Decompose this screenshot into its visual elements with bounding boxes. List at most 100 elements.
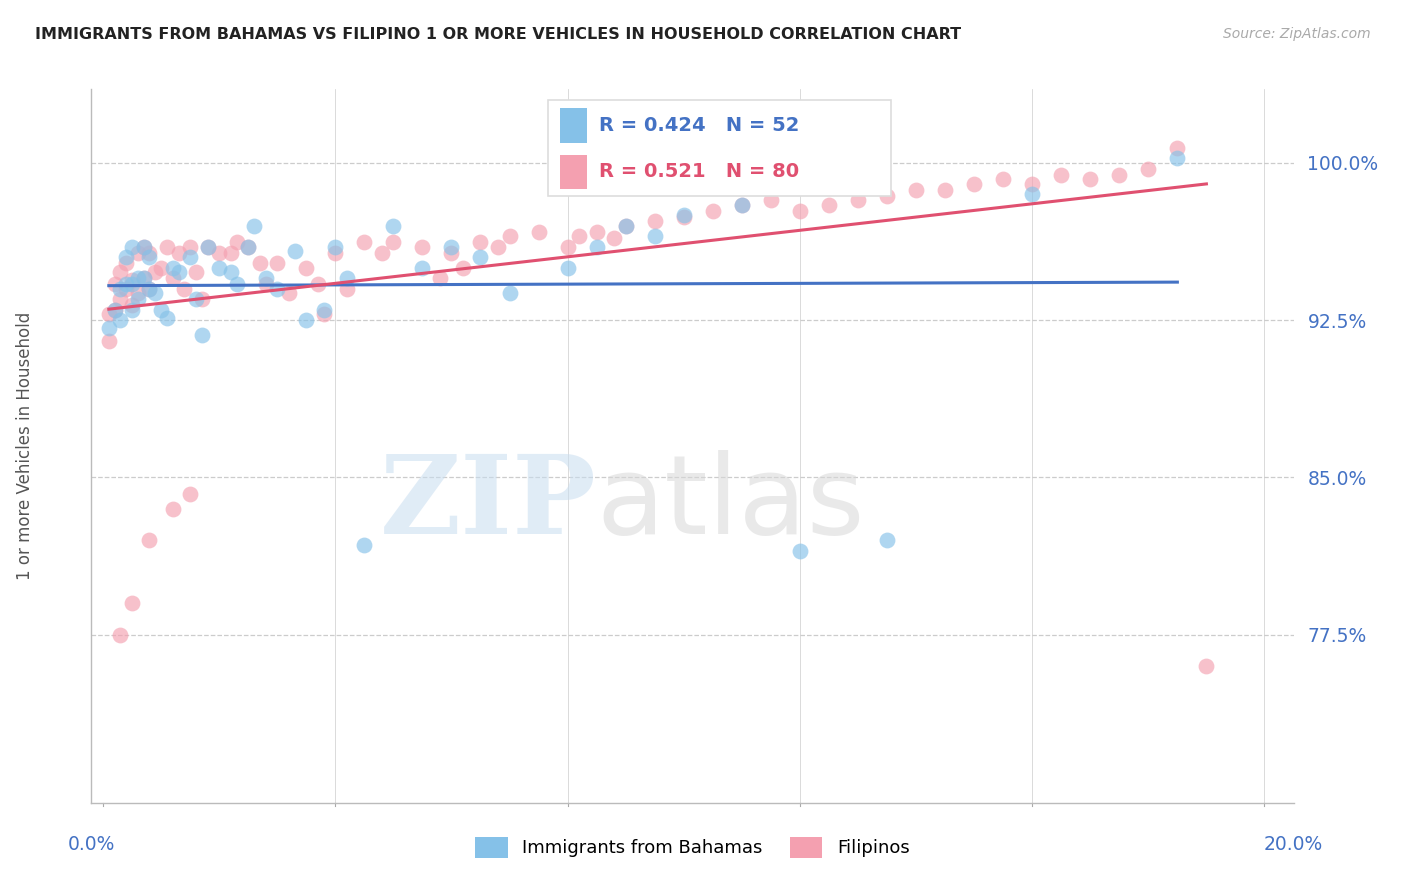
Point [110,292,132,306]
Point [1137,161,1160,176]
Point [127,285,149,300]
Text: 1 or more Vehicles in Household: 1 or more Vehicles in Household [17,312,34,580]
Point [451,260,474,275]
Point [353,538,375,552]
Point [284,244,307,258]
Point [312,302,335,317]
Point [167,246,190,260]
Point [150,260,173,275]
Point [179,239,201,253]
Point [97,334,120,348]
Point [162,271,184,285]
Point [1050,168,1073,182]
Point [225,277,247,292]
Point [672,208,695,222]
Point [470,250,492,264]
Point [115,256,138,270]
Point [197,239,219,253]
Point [167,265,190,279]
Point [905,183,928,197]
Point [603,231,626,245]
Point [411,260,433,275]
Point [614,219,637,233]
Point [173,282,195,296]
FancyBboxPatch shape [548,100,891,196]
Point [110,282,132,296]
Point [429,271,451,285]
Point [243,219,266,233]
Point [104,302,127,317]
Point [295,260,318,275]
Point [156,310,179,325]
Point [115,282,138,296]
Bar [560,155,586,189]
Point [249,256,271,270]
Point [876,189,898,203]
Point [991,172,1014,186]
Point [138,282,160,296]
Point [789,544,811,558]
Point [190,292,212,306]
Point [115,250,138,264]
Point [672,211,695,225]
Point [486,239,509,253]
Text: ZIP: ZIP [380,450,596,557]
Point [557,239,579,253]
Point [1166,152,1188,166]
Point [238,239,260,253]
Point [138,250,160,264]
Text: R = 0.424   N = 52: R = 0.424 N = 52 [599,116,799,135]
Point [846,194,869,208]
Point [963,177,986,191]
Point [789,203,811,218]
Point [1021,187,1043,202]
Point [411,239,433,253]
Point [190,327,212,342]
Point [219,246,242,260]
Point [127,246,149,260]
Point [470,235,492,250]
Text: IMMIGRANTS FROM BAHAMAS VS FILIPINO 1 OR MORE VEHICLES IN HOUSEHOLD CORRELATION : IMMIGRANTS FROM BAHAMAS VS FILIPINO 1 OR… [35,27,962,42]
Point [138,533,160,548]
Point [197,239,219,253]
Point [184,292,207,306]
Point [759,194,782,208]
Point [295,313,318,327]
Point [156,239,179,253]
Point [498,229,520,244]
Bar [560,109,586,143]
Point [143,285,166,300]
Point [132,239,155,253]
Point [179,250,201,264]
Point [1166,141,1188,155]
Point [277,285,299,300]
Text: 0.0%: 0.0% [67,835,115,854]
Point [110,628,132,642]
Text: Source: ZipAtlas.com: Source: ZipAtlas.com [1223,27,1371,41]
Point [440,246,463,260]
Point [382,219,405,233]
Point [702,203,724,218]
Point [208,246,231,260]
Point [132,271,155,285]
Point [115,277,138,292]
Point [818,197,841,211]
Point [568,229,591,244]
Point [121,239,143,253]
Point [238,239,260,253]
Point [208,260,231,275]
Point [162,502,184,516]
Point [219,265,242,279]
Point [132,271,155,285]
Point [307,277,329,292]
Point [184,265,207,279]
Point [143,265,166,279]
Point [644,214,666,228]
Point [121,302,143,317]
Text: atlas: atlas [596,450,865,557]
Point [731,197,754,211]
Point [353,235,375,250]
Point [138,282,160,296]
Point [150,302,173,317]
Point [336,271,359,285]
